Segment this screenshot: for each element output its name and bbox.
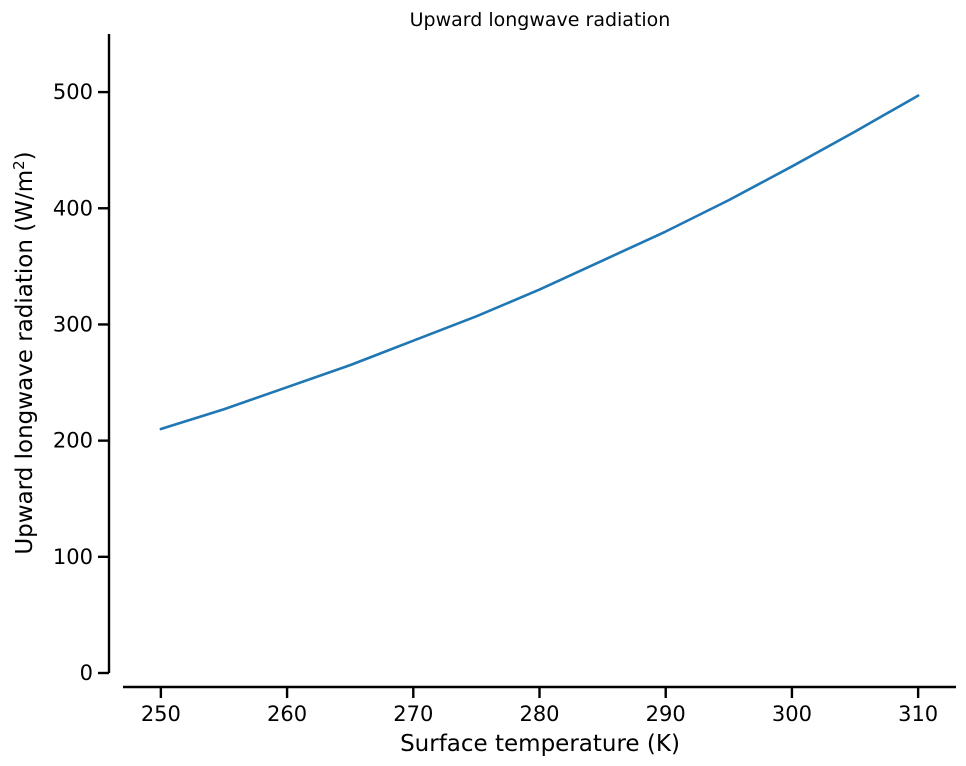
y-tick-label-0: 0	[80, 661, 93, 685]
x-tick-label-2: 270	[393, 702, 433, 726]
y-tick-label-1: 100	[53, 545, 93, 569]
y-axis-label-main: Upward longwave radiation (W/m	[12, 170, 38, 555]
y-tick-label-3: 300	[53, 312, 93, 336]
y-tick-label-2: 200	[53, 429, 93, 453]
y-tick-label-5: 500	[53, 80, 93, 104]
y-axis: 0 100 200 300 400 500	[53, 34, 111, 685]
x-axis: 250 260 270 280 290 300 310	[123, 685, 956, 726]
x-tick-label-6: 310	[898, 702, 938, 726]
x-tick-label-1: 260	[267, 702, 307, 726]
y-tick-label-4: 400	[53, 196, 93, 220]
x-tick-label-3: 280	[519, 702, 559, 726]
series-line-0	[159, 94, 920, 431]
x-tick-label-4: 290	[646, 702, 686, 726]
series-layer	[159, 94, 920, 431]
x-axis-label: Surface temperature (K)	[400, 731, 680, 757]
y-axis-label-superscript: 2	[10, 160, 28, 170]
x-tick-label-5: 300	[772, 702, 812, 726]
x-tick-label-0: 250	[141, 702, 181, 726]
chart-title: Upward longwave radiation	[410, 9, 671, 31]
y-axis-label-suffix: )	[12, 151, 38, 160]
y-axis-label: Upward longwave radiation (W/m2)	[10, 151, 38, 554]
